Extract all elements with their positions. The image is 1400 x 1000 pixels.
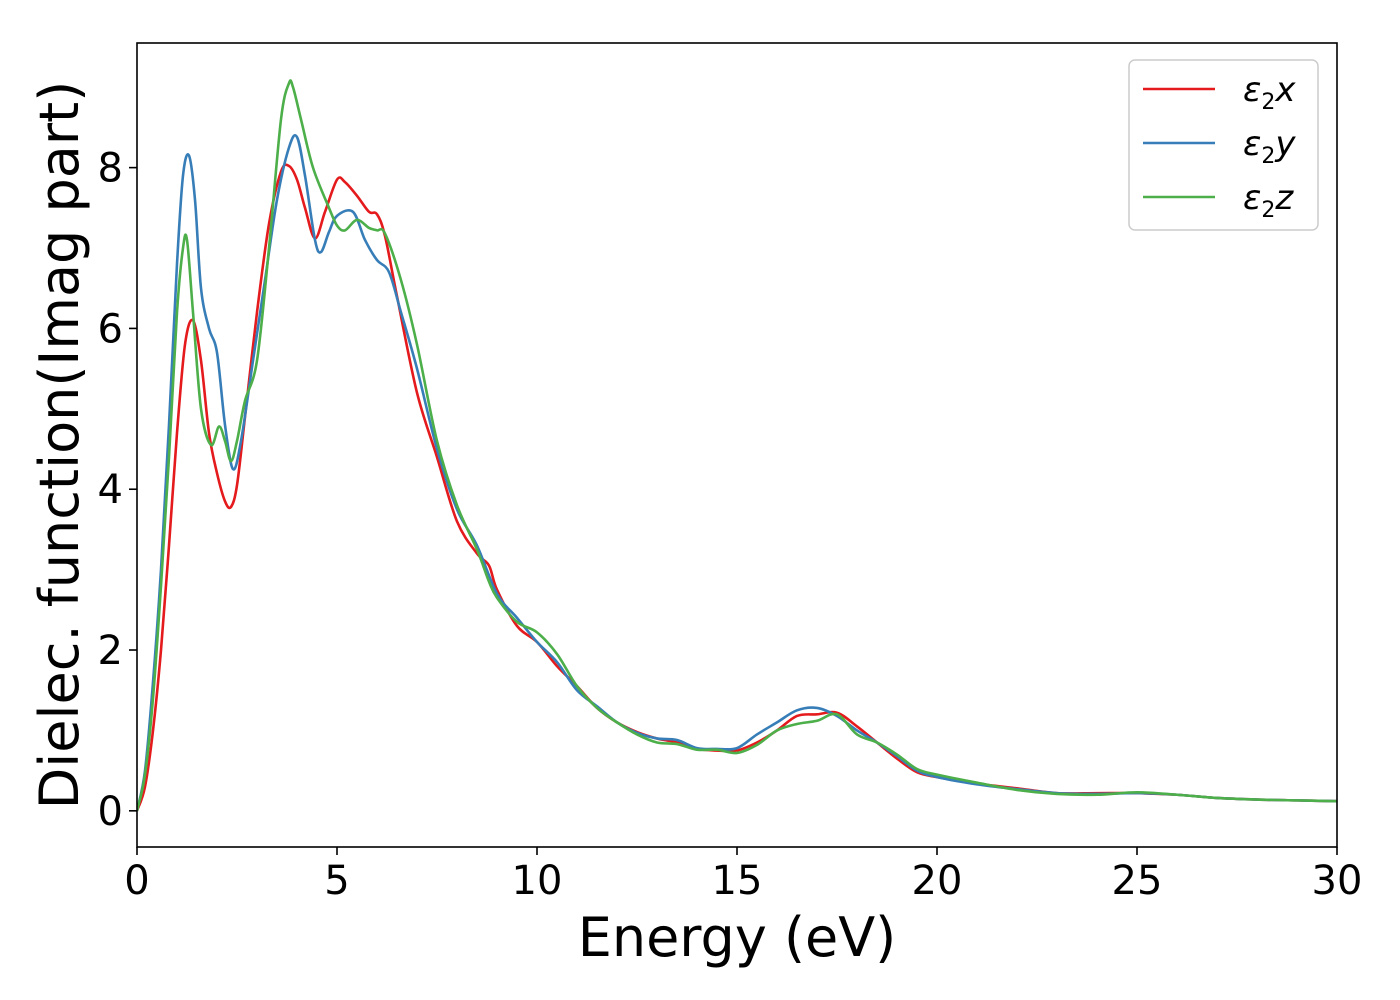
y-tick-label: 0: [98, 789, 123, 835]
legend: ε2x ε2y ε2z: [1128, 59, 1319, 231]
x-tick-label: 15: [712, 858, 763, 904]
y-tick-label: 8: [98, 146, 123, 192]
x-tick-label: 0: [124, 858, 149, 904]
y-tick-label: 6: [98, 306, 123, 352]
y-tick-label: 4: [98, 467, 123, 513]
x-axis: 0 5 10 15 20 25 30: [124, 847, 1362, 904]
x-tick-label: 10: [512, 858, 563, 904]
series-layer: [137, 79, 1337, 812]
legend-label-x: ε2x: [1243, 70, 1296, 115]
legend-box: [1128, 59, 1319, 231]
x-tick-label: 30: [1312, 858, 1363, 904]
series-line-y: [137, 133, 1337, 812]
y-axis-label: Dielec. function(Imag part): [28, 81, 91, 810]
y-axis: 0 2 4 6 8: [98, 146, 137, 835]
series-line-x: [137, 163, 1337, 812]
y-tick-label: 2: [98, 628, 123, 674]
legend-label-y: ε2y: [1243, 124, 1296, 169]
x-tick-label: 5: [324, 858, 349, 904]
x-tick-label: 20: [912, 858, 963, 904]
series-line-z: [137, 79, 1337, 812]
x-tick-label: 25: [1112, 858, 1163, 904]
x-axis-label: Energy (eV): [578, 906, 897, 969]
legend-label-z: ε2z: [1243, 178, 1294, 223]
